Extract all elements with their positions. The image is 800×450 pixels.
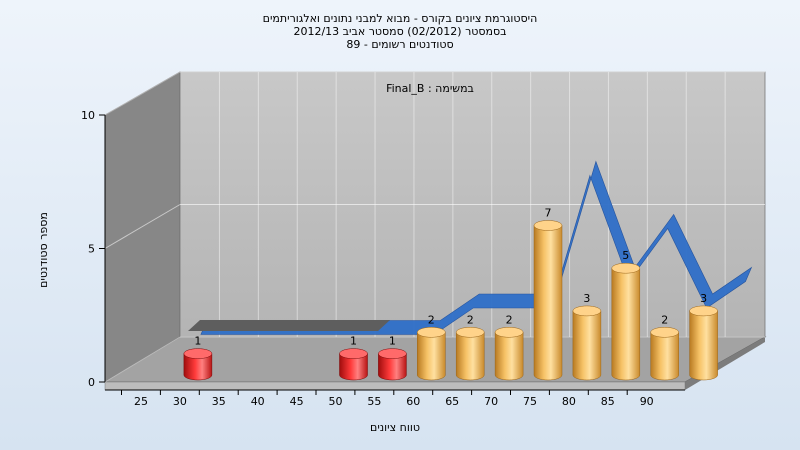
data-label-80: 5 [622, 249, 629, 262]
bar-top-50 [378, 348, 407, 359]
x-tick-label-40: 40 [251, 395, 265, 408]
bar-top-25 [183, 348, 213, 359]
bar-55 [417, 332, 446, 381]
x-tick-label-60: 60 [406, 395, 420, 408]
y-axis-title: מספר סטודנטים [37, 212, 50, 288]
data-label-65: 2 [506, 313, 513, 326]
bar-top-70 [533, 220, 563, 231]
y-tick-label-5: 5 [88, 243, 95, 256]
bar-75 [572, 310, 602, 381]
bar-top-45 [339, 348, 368, 359]
chart-subtitle-students: סטודנטים רשומים - 89 [346, 38, 454, 51]
chart-title: היסטוגרמת ציונים בקורס - מבוא למבני נתונ… [262, 12, 538, 25]
bar-top-80 [611, 262, 641, 274]
bar-45 [339, 353, 368, 381]
x-tick-label-85: 85 [601, 395, 615, 408]
trend-ribbon-path [200, 160, 753, 335]
x-tick-label-65: 65 [445, 395, 459, 408]
bar-top-65 [494, 327, 524, 338]
bar-60 [455, 332, 485, 381]
x-tick-label-75: 75 [523, 395, 537, 408]
chart-subtitle-semester: בסמסטר (02/2012) סמסטר אביב 2012/13 [293, 25, 507, 38]
bar-top-90 [689, 305, 718, 317]
bar-90 [689, 310, 718, 381]
bar-65 [494, 332, 524, 381]
trend-ribbon [188, 160, 753, 335]
data-label-70: 7 [545, 206, 552, 219]
bar-80 [611, 267, 641, 381]
x-tick-label-30: 30 [173, 395, 187, 408]
x-tick-label-90: 90 [640, 395, 654, 408]
bar-top-75 [572, 305, 602, 317]
x-tick-label-45: 45 [290, 395, 304, 408]
x-tick-label-80: 80 [562, 395, 576, 408]
data-label-85: 2 [661, 313, 668, 326]
data-label-25: 1 [194, 335, 201, 348]
x-tick-label-70: 70 [484, 395, 498, 408]
bar-top-85 [650, 327, 679, 338]
grid-side-line [104, 71, 181, 116]
x-tick-label-55: 55 [367, 395, 381, 408]
data-label-60: 2 [467, 313, 474, 326]
x-tick-label-50: 50 [329, 395, 343, 408]
data-label-55: 2 [428, 313, 435, 326]
y-tick-label-10: 10 [81, 109, 95, 122]
x-axis-title: טווח ציונים [370, 421, 420, 434]
grid-side-line [104, 204, 181, 249]
data-label-50: 1 [389, 335, 396, 348]
data-labels-group: 1 1 1 2 2 2 7 3 5 2 3 [194, 206, 707, 347]
y-tick-label-0: 0 [88, 376, 95, 389]
chart-title-block: היסטוגרמת ציונים בקורס - מבוא למבני נתונ… [0, 12, 800, 51]
bars-group [183, 220, 718, 381]
bar-85 [650, 332, 679, 381]
data-label-90: 3 [700, 292, 707, 305]
chart-floor-front [104, 381, 686, 391]
x-tick-label-25: 25 [134, 395, 148, 408]
bar-70 [533, 225, 563, 381]
task-annotation: במשימה : Final_B [386, 82, 474, 95]
low-range-ribbon [188, 320, 390, 331]
bar-top-55 [417, 327, 446, 338]
bar-top-60 [455, 327, 485, 338]
x-tick-label-35: 35 [212, 395, 226, 408]
bar-25 [183, 353, 213, 381]
data-label-45: 1 [350, 335, 357, 348]
data-label-75: 3 [583, 292, 590, 305]
grid-side-line [104, 336, 181, 383]
bar-50 [378, 353, 407, 381]
